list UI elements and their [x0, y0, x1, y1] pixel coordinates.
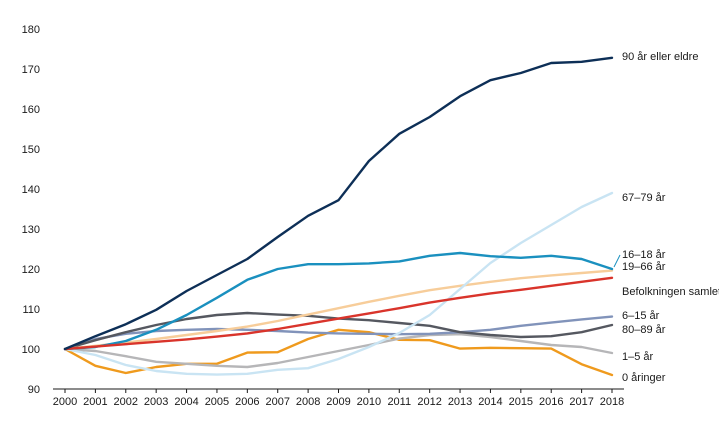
y-tick-label: 130	[22, 224, 40, 236]
series-label: 16–18 år	[622, 249, 666, 261]
y-tick-label: 180	[22, 24, 40, 36]
x-tick-label: 2005	[205, 396, 229, 408]
x-tick-label: 2006	[235, 396, 259, 408]
x-tick-label: 2007	[265, 396, 289, 408]
x-tick-label: 2018	[600, 396, 624, 408]
y-tick-label: 90	[28, 384, 40, 396]
x-tick-label: 2012	[417, 396, 441, 408]
series-line	[63, 269, 614, 351]
series-label: Befolkningen samlet	[622, 286, 719, 298]
x-tick-label: 2014	[478, 396, 502, 408]
y-tick-label: 110	[22, 304, 40, 316]
x-tick-label: 2009	[326, 396, 350, 408]
y-tick-label: 160	[22, 104, 40, 116]
x-tick-label: 2010	[357, 396, 381, 408]
series-line	[63, 333, 614, 369]
y-tick-label: 170	[22, 64, 40, 76]
series-line	[63, 191, 614, 376]
x-tick-label: 2016	[539, 396, 563, 408]
x-tick-label: 2017	[569, 396, 593, 408]
x-tick-label: 2008	[296, 396, 320, 408]
series-lines	[63, 56, 614, 377]
x-axis: 2000 2001 2002 2003 2004 2005 2006 2007 2008 2009…	[53, 388, 624, 408]
series-line	[63, 56, 614, 351]
leader-line	[613, 254, 621, 268]
series-line	[63, 328, 614, 377]
x-tick-label: 2011	[387, 396, 411, 408]
series-label: 90 år eller eldre	[622, 51, 698, 63]
series-label: 80–89 år	[622, 324, 666, 336]
series-label: 6–15 år	[622, 310, 660, 322]
x-tick-label: 2002	[114, 396, 138, 408]
x-tick-label: 2001	[83, 396, 107, 408]
x-tick-label: 2013	[448, 396, 472, 408]
series-line	[63, 251, 614, 351]
label-leader-lines	[613, 254, 621, 268]
series-label: 0 åringer	[622, 372, 666, 384]
series-label: 1–5 år	[622, 351, 654, 363]
y-tick-label: 140	[22, 184, 40, 196]
x-tick-label: 2004	[174, 396, 198, 408]
series-label: 67–79 år	[622, 192, 666, 204]
y-tick-label: 120	[22, 264, 40, 276]
x-tick-label: 2003	[144, 396, 168, 408]
x-tick-label: 2000	[53, 396, 77, 408]
y-axis: 90 100 110 120 130 140 150 160 170 180	[22, 24, 40, 396]
x-tick-label: 2015	[509, 396, 533, 408]
y-tick-label: 150	[22, 144, 40, 156]
y-tick-label: 100	[22, 344, 40, 356]
series-line	[63, 276, 614, 351]
series-label: 19–66 år	[622, 261, 666, 273]
